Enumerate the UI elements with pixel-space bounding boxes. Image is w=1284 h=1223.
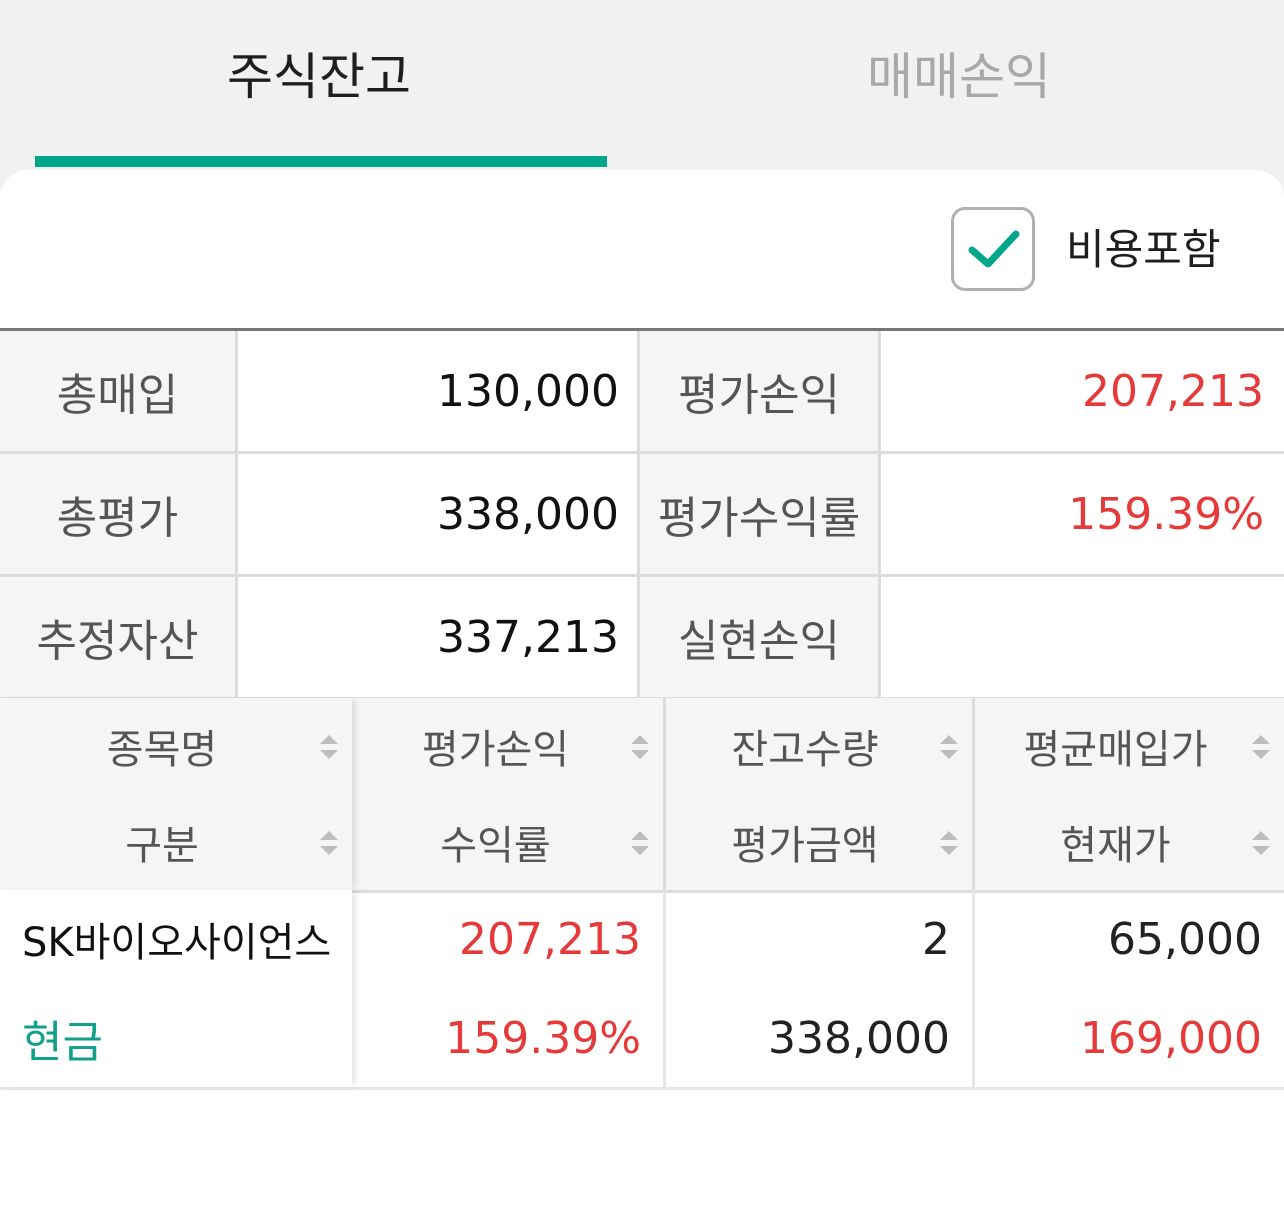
header-col-price: 평균매입가 현재가	[975, 698, 1284, 890]
eval-return-label: 평가수익률	[640, 454, 881, 574]
active-tab-indicator	[35, 156, 607, 167]
total-purchase-value: 130,000	[238, 331, 640, 451]
header-label: 평균매입가	[1023, 727, 1208, 773]
row-col-pl: 207,213 159.39%	[356, 890, 666, 1087]
eval-pl-value: 207,213	[881, 331, 1284, 451]
row-col-price: 65,000 169,000	[975, 890, 1284, 1087]
summary-table: 총매입 130,000 평가손익 207,213 총평가 338,000 평가수…	[0, 328, 1284, 700]
sort-icon	[1252, 735, 1270, 759]
stock-name: SK바이오사이언스	[22, 920, 332, 966]
realized-pl-value	[881, 577, 1284, 697]
header-label: 현재가	[1060, 823, 1171, 869]
header-col-qty: 잔고수량 평가금액	[666, 698, 975, 890]
header-label: 잔고수량	[731, 727, 879, 773]
summary-row: 총평가 338,000 평가수익률 159.39%	[0, 454, 1284, 577]
row-return-rate: 159.39%	[445, 1012, 641, 1064]
total-eval-value: 338,000	[238, 454, 640, 574]
checkmark-icon	[968, 230, 1020, 268]
header-label: 구분	[125, 823, 199, 869]
total-purchase-label: 총매입	[0, 331, 238, 451]
table-row[interactable]: SK바이오사이언스 현금 207,213 159.39% 2 338,000 6…	[0, 890, 1284, 1090]
sort-header-eval-amount[interactable]: 평가금액	[666, 794, 972, 890]
sort-icon	[940, 831, 958, 855]
header-label: 평가금액	[731, 823, 879, 869]
row-current-price: 169,000	[1080, 1012, 1262, 1064]
sort-icon	[631, 735, 649, 759]
row-col-qty: 2 338,000	[666, 890, 975, 1087]
row-eval-pl: 207,213	[459, 913, 641, 965]
holding-type: 현금	[22, 1017, 103, 1068]
tab-stock-balance-label: 주식잔고	[227, 48, 411, 106]
sort-header-current-price[interactable]: 현재가	[975, 794, 1284, 890]
tab-trading-pl-label: 매매손익	[867, 48, 1051, 106]
header-col-name: 종목명 구분	[0, 698, 352, 890]
tab-stock-balance[interactable]: 주식잔고	[0, 0, 642, 168]
eval-return-value: 159.39%	[881, 454, 1284, 574]
balance-card: 비용포함 총매입 130,000 평가손익 207,213 총평가 338,00…	[0, 170, 1284, 1223]
tab-trading-pl[interactable]: 매매손익	[642, 0, 1284, 168]
sort-header-type[interactable]: 구분	[0, 794, 352, 890]
total-eval-label: 총평가	[0, 454, 238, 574]
sort-header-stock-name[interactable]: 종목명	[0, 698, 352, 794]
include-fees-label[interactable]: 비용포함	[1066, 225, 1221, 274]
row-quantity: 2	[922, 913, 950, 965]
estimated-assets-label: 추정자산	[0, 577, 238, 697]
sort-header-return-rate[interactable]: 수익률	[356, 794, 663, 890]
tab-bar: 주식잔고 매매손익	[0, 0, 1284, 168]
sort-icon	[940, 735, 958, 759]
header-col-pl: 평가손익 수익률	[356, 698, 666, 890]
realized-pl-label: 실현손익	[640, 577, 881, 697]
sort-header-eval-pl[interactable]: 평가손익	[356, 698, 663, 794]
summary-row: 총매입 130,000 평가손익 207,213	[0, 331, 1284, 454]
row-avg-price: 65,000	[1108, 913, 1262, 965]
sort-icon	[320, 735, 338, 759]
header-label: 평가손익	[421, 727, 570, 773]
sort-icon	[320, 831, 338, 855]
header-label: 종목명	[106, 727, 218, 773]
estimated-assets-value: 337,213	[238, 577, 640, 697]
header-label: 수익률	[440, 823, 551, 869]
sort-header-quantity[interactable]: 잔고수량	[666, 698, 972, 794]
eval-pl-label: 평가손익	[640, 331, 881, 451]
holdings-header: 종목명 구분 평가손익 수익률 잔고수량 평가금액	[0, 698, 1284, 893]
summary-row: 추정자산 337,213 실현손익	[0, 577, 1284, 700]
sort-icon	[1252, 831, 1270, 855]
sort-header-avg-price[interactable]: 평균매입가	[975, 698, 1284, 794]
options-bar: 비용포함	[0, 170, 1284, 328]
sort-icon	[631, 831, 649, 855]
row-col-name: SK바이오사이언스 현금	[0, 890, 352, 1087]
include-fees-checkbox[interactable]	[951, 207, 1035, 291]
row-eval-amount: 338,000	[768, 1012, 950, 1064]
